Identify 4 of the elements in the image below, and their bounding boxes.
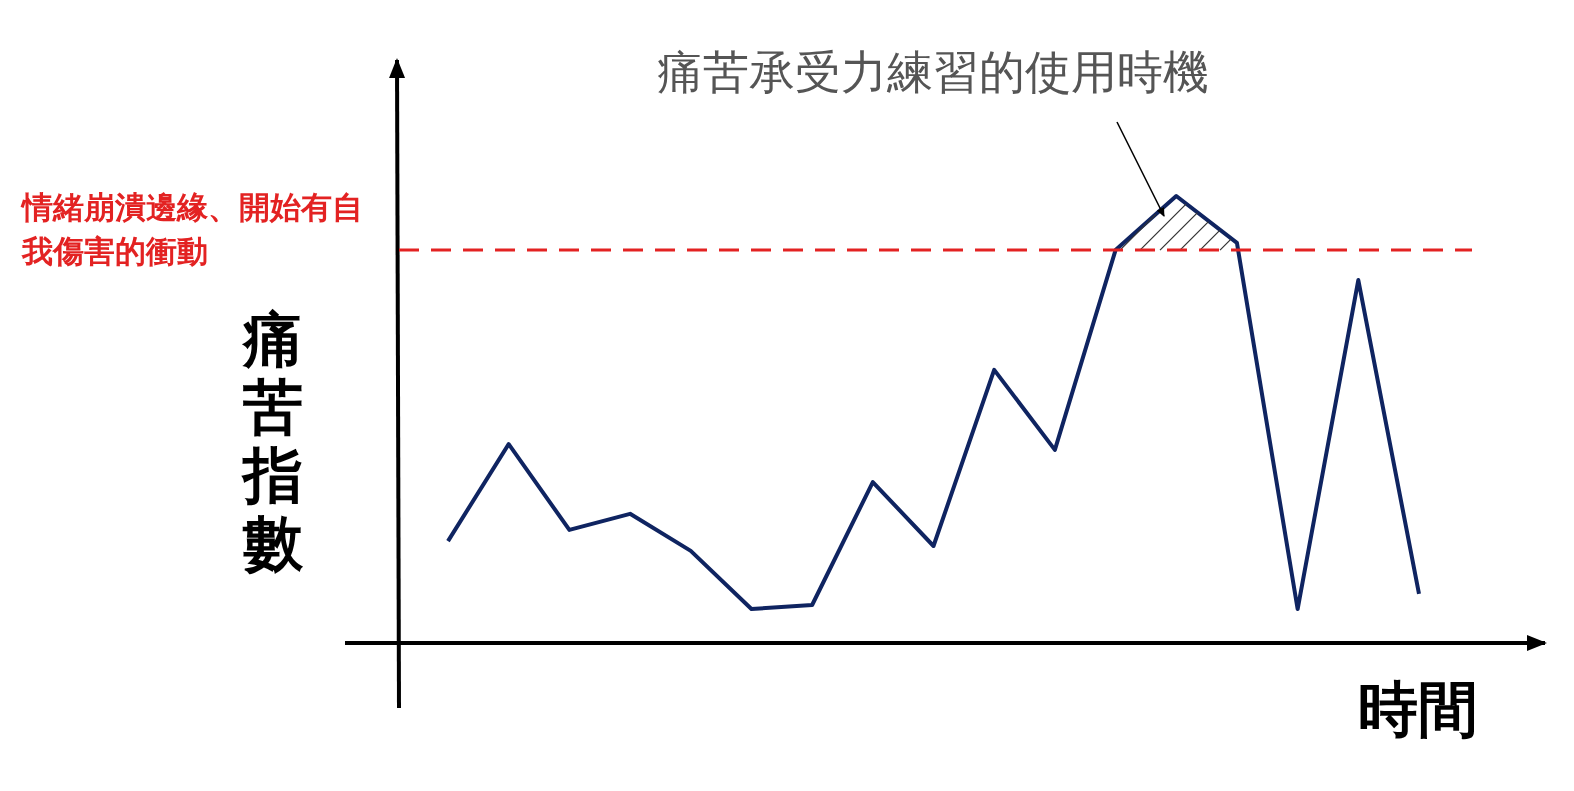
ref-line-label: 情緒崩潰邊緣、開始有自我傷害的衝動 — [22, 188, 364, 272]
y-axis-title: 痛苦指數 — [241, 304, 304, 578]
text: 痛苦承受力練習的使用時機 — [657, 45, 1209, 99]
x-axis-title: 時間 — [1358, 674, 1478, 744]
